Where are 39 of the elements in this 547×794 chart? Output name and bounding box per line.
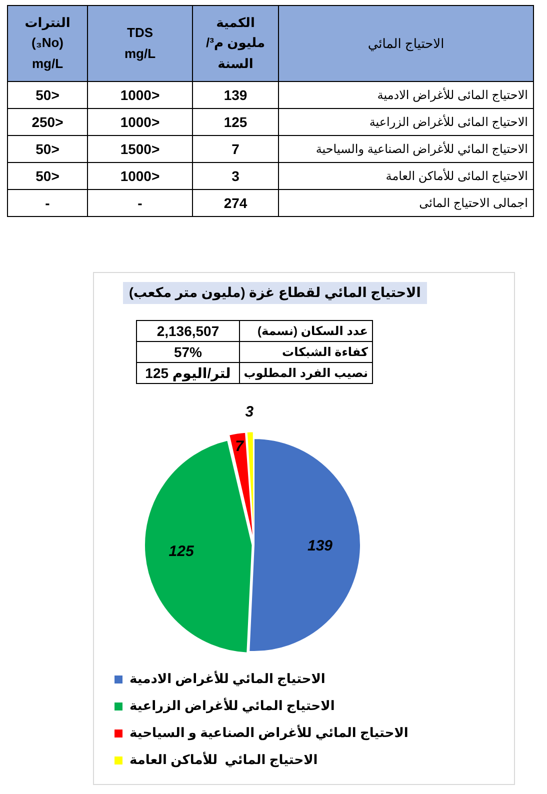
data-label: 1500> — [88, 136, 192, 162]
category-label: الاحتياج المائى للأغراض الزراعية — [278, 108, 534, 136]
legend-label: الاحتياج المائي للأغراض الزراعية — [130, 697, 335, 714]
text: الكمية مليون م³/ السنة — [206, 14, 266, 73]
data-label: 50> — [8, 162, 88, 190]
text: عدد السكان (نسمة) — [240, 320, 372, 342]
data-label: 50> — [8, 82, 88, 108]
text: النترات (₃No) mg/L — [24, 14, 72, 73]
data-label: 1000> — [88, 108, 192, 136]
data-label: 1000> — [88, 82, 192, 108]
category-label: الاحتياج المائى للأغراض الادمية — [278, 82, 534, 108]
data-label: 274 — [192, 190, 278, 216]
data-label: 250> — [8, 108, 88, 136]
legend-label: الاحتياج المائي للأغراض الصناعية و السياحية — [130, 724, 408, 742]
data-label: 7 — [192, 136, 278, 162]
legend-label: الاحتياج المائي للأماكن العامة — [130, 751, 318, 768]
data-label: 3 — [192, 162, 278, 190]
data-label: 139 — [307, 538, 334, 555]
category-label: الاحتياج المائي للأغراض الصناعية والسياحية — [278, 136, 534, 162]
legend-label: الاحتياج المائي للأغراض الادمية — [130, 670, 326, 688]
category-label: اجمالى الاحتياج المائى — [278, 190, 534, 216]
data-label: 50> — [8, 136, 88, 162]
data-label: 139 — [192, 82, 278, 108]
chart-title: الاحتياج المائي لقطاع غزة (مليون متر مكعب) — [123, 282, 427, 304]
text: كفاءة الشبكات — [240, 342, 372, 362]
text: نصيب الفرد المطلوب — [240, 362, 372, 384]
data-label: 125 — [192, 108, 278, 136]
data-label: - — [88, 190, 192, 216]
data-label: 1000> — [88, 162, 192, 190]
text: 57% — [136, 342, 240, 362]
data-label: 125 — [168, 542, 194, 560]
text: الاحتياج المائي — [278, 6, 534, 82]
text: TDS mg/L — [123, 24, 157, 63]
text: لتر/اليوم 125 — [136, 362, 240, 384]
data-label: - — [8, 190, 88, 216]
data-label: 7 — [235, 438, 244, 456]
category-label: الاحتياج المائى للأماكن العامة — [278, 162, 534, 190]
text: 2,136,507 — [136, 320, 240, 342]
data-label: 3 — [245, 404, 254, 421]
